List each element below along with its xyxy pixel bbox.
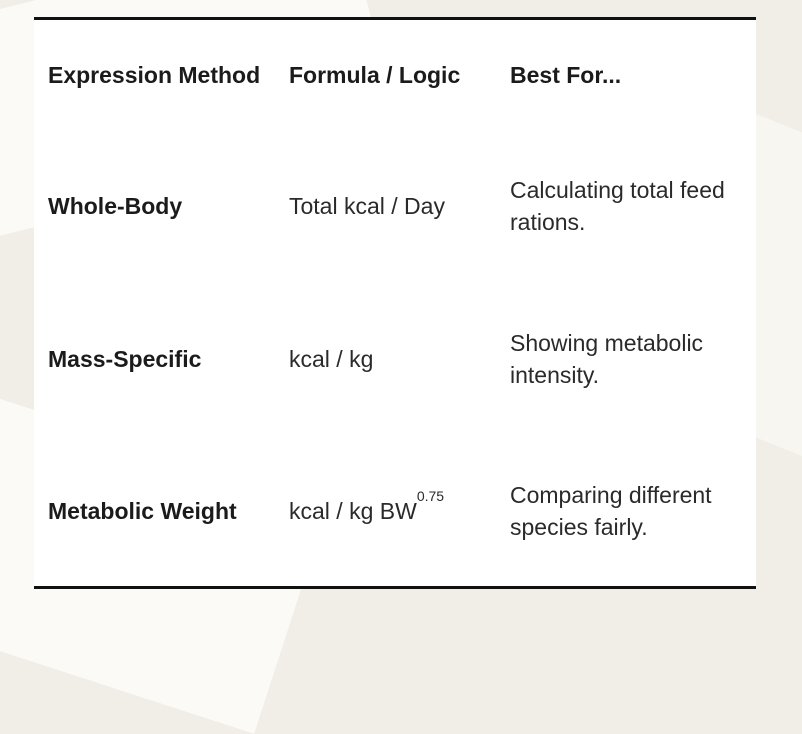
method-label: Mass-Specific	[48, 346, 202, 372]
table-row-method: Whole-Body	[48, 174, 278, 238]
table-row-method: Metabolic Weight	[48, 479, 278, 543]
header-label: Expression Method	[48, 62, 261, 88]
table-row-best-for: Showing metabolic intensity.	[510, 327, 750, 391]
header-expression-method: Expression Method	[48, 43, 278, 107]
header-formula-logic: Formula / Logic	[289, 43, 504, 107]
table-bottom-rule	[34, 586, 756, 589]
method-label: Whole-Body	[48, 193, 183, 219]
header-label: Best For...	[510, 62, 622, 88]
table-row-best-for: Calculating total feed rations.	[510, 174, 750, 238]
table-row-formula: kcal / kg	[289, 327, 504, 391]
comparison-table: Expression Method Formula / Logic Best F…	[34, 17, 756, 589]
table-row-formula: kcal / kg BW0.75	[289, 479, 504, 543]
best-for-text: Calculating total feed rations.	[510, 177, 725, 235]
table-row-best-for: Comparing different species fairly.	[510, 479, 750, 543]
table-row-method: Mass-Specific	[48, 327, 278, 391]
header-best-for: Best For...	[510, 43, 750, 107]
formula-exponent: 0.75	[416, 488, 445, 505]
header-label: Formula / Logic	[289, 62, 461, 88]
formula-text: Total kcal / Day	[289, 193, 445, 219]
formula-text: kcal / kg BW0.75	[289, 489, 444, 527]
formula-text: kcal / kg	[289, 346, 374, 372]
best-for-text: Comparing different species fairly.	[510, 482, 712, 540]
formula-base: kcal / kg BW	[289, 498, 417, 524]
table-row-formula: Total kcal / Day	[289, 174, 504, 238]
table-top-rule	[34, 17, 756, 20]
best-for-text: Showing metabolic intensity.	[510, 330, 704, 388]
method-label: Metabolic Weight	[48, 498, 237, 524]
